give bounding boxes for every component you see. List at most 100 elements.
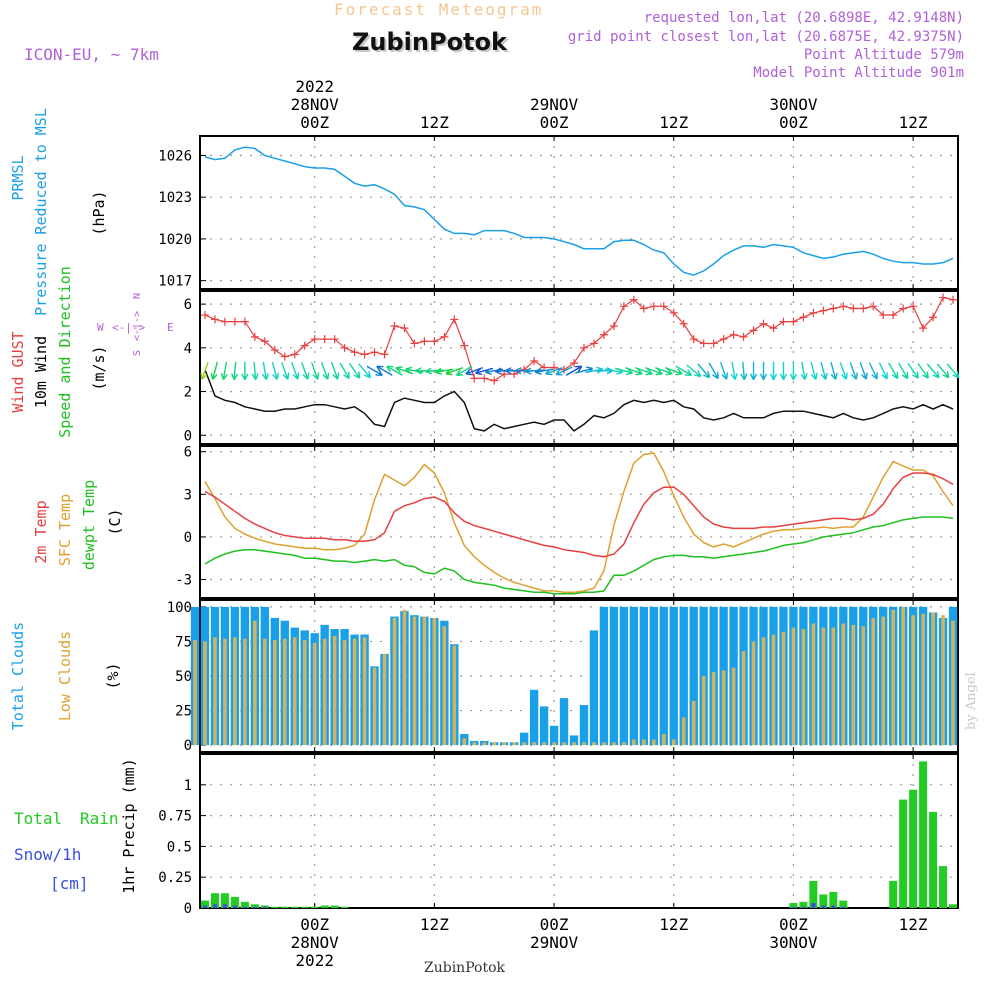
y-tick-label: 0.25 [158,870,192,886]
gust-marker [789,317,798,326]
panel-frame [199,290,959,445]
low-cloud-bar [302,640,307,746]
wind-arrow [300,362,310,380]
rain-bar [929,811,938,908]
low-cloud-bar [592,742,596,746]
low-cloud-bar [273,640,277,746]
total-cloud-bar [539,706,549,746]
wind-arrow [898,362,909,380]
low-cloud-bar [851,624,856,746]
low-cloud-bar [701,676,706,746]
wind-gust-label: Wind GUST [9,331,27,412]
gust-marker [839,302,848,311]
wind-arrow [625,367,643,376]
wind-arrow [868,362,878,380]
gust-marker [460,341,469,350]
gust-marker [709,339,718,348]
rain-bar [809,880,818,908]
low-cloud-label: Low Clouds [56,631,74,721]
gust-marker [210,315,219,324]
gust-marker [390,321,399,330]
wind-arrow [545,367,563,376]
gust-marker [719,335,728,344]
wind-arrow [425,367,444,375]
low-cloud-bar [253,620,257,746]
pressure-sublabel: Pressure Reduced to MSL [32,108,50,316]
y-tick-label: 3 [184,487,192,503]
low-cloud-bar [781,631,786,746]
wind-arrow [769,361,778,381]
wind-arrow [261,361,269,381]
y-tick-label: 0.75 [158,809,192,825]
snow-bar [232,905,237,908]
gust-marker [669,308,678,317]
low-cloud-bar [522,742,526,746]
total-cloud-bar [589,630,599,746]
bottom-time-label: 12Z [659,915,688,934]
y-tick-label: 25 [175,704,192,720]
gust-marker [340,343,349,352]
rain-bar [939,866,948,908]
low-cloud-bar [233,637,237,746]
snow-bar [212,904,217,908]
gust-marker [520,365,529,374]
wind-arrow [635,367,653,376]
gust-marker [899,304,908,313]
rain-bar [210,893,219,908]
gust-marker [230,317,239,326]
rain-bar [799,901,808,908]
low-cloud-bar [502,742,506,746]
bottom-time-label: 00Z [540,915,569,934]
wind-arrow [789,361,798,381]
precip-snow-label: Snow/1h [14,845,81,864]
low-cloud-bar [372,667,377,746]
gust-marker [350,348,359,357]
gust-marker [729,330,738,339]
low-cloud-bar [292,637,297,746]
gust-marker [909,302,918,311]
low-cloud-bar [811,623,816,746]
chart-title: ZubinPotok [352,28,507,56]
bottom-time-label: 12Z [899,915,928,934]
panel-precip: 0 0.25 0.5 0.75 1 [158,753,959,917]
panel-frame [199,445,959,599]
wind-arrow [386,365,403,376]
wind-arrow [810,361,818,380]
gust-marker [530,356,539,365]
gust-marker [609,321,618,330]
low-cloud-bar [881,616,885,746]
gust-marker [220,317,229,326]
wind-direction-label: Speed and Direction [56,266,74,438]
low-cloud-bar [312,642,317,746]
wind-arrow [281,362,290,380]
rain-bar [889,880,898,908]
top-time-label: 12Z [420,113,449,132]
low-cloud-bar [332,635,337,746]
total-cloud-bar [649,606,658,746]
wind-arrow [917,363,929,379]
y-tick-label: 1017 [158,274,192,290]
gust-marker [679,319,688,328]
wind-arrow [210,361,218,380]
sfc-temp-label: SFC Temp [56,494,74,566]
y-tick-label: 0 [184,901,192,917]
low-cloud-bar [462,738,467,746]
low-cloud-bar [941,615,945,746]
total-cloud-bar [519,732,529,746]
rain-bar [819,894,828,908]
rain-bar [310,906,319,908]
low-cloud-bar [731,667,736,746]
gust-marker [200,311,209,320]
wind-arrow [946,363,960,379]
rain-bar [829,891,838,908]
gust-marker [380,350,389,359]
snow-bar [811,903,816,908]
panel-frame [199,599,959,753]
bottom-time-label: 00Z [779,915,808,934]
gust-marker [929,313,938,322]
gust-marker [240,317,249,326]
low-cloud-bar [582,742,586,746]
rain-bar [220,893,229,908]
dewpoint-label: dewpt Temp [80,480,98,570]
rain-bar [250,904,259,908]
